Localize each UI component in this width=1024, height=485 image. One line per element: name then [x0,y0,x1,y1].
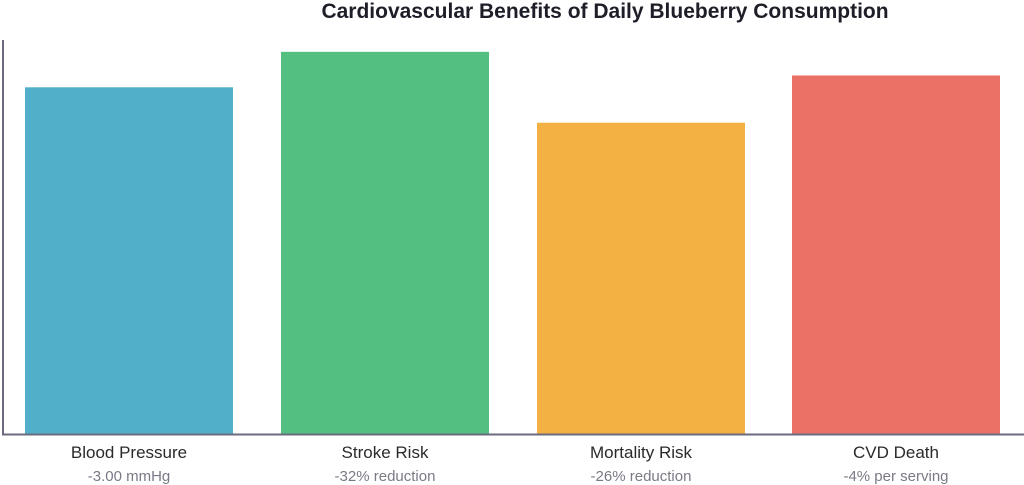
bar-mortality-risk [537,122,745,435]
chart-title: Cardiovascular Benefits of Daily Blueber… [321,0,888,23]
bars-group [25,51,1000,435]
category-annotation: -4% per serving [843,468,948,485]
bar-cvd-death [792,75,1000,435]
category-label: Mortality Risk [590,443,693,462]
category-annotation: -26% reduction [591,468,692,485]
category-annotation: -32% reduction [335,468,436,485]
category-labels-group: Blood Pressure -3.00 mmHg Stroke Risk -32% … [71,443,949,485]
category-label: CVD Death [853,443,939,462]
bar-blood-pressure [25,87,233,434]
category-annotation: -3.00 mmHg [88,468,171,485]
bar-stroke-risk [281,51,489,434]
category-label: Stroke Risk [342,443,429,462]
category-label: Blood Pressure [71,443,187,462]
